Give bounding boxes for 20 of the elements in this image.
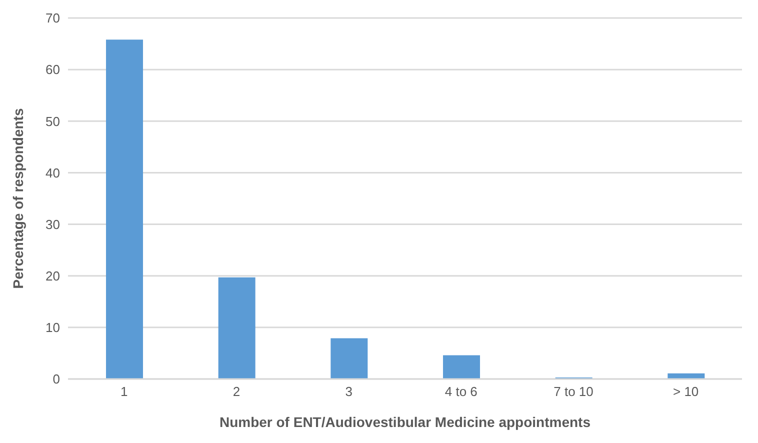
y-tick-label: 60 [46, 62, 60, 78]
x-tick-label: > 10 [672, 384, 699, 400]
bar [443, 355, 480, 379]
y-tick-label: 70 [46, 10, 60, 26]
y-tick-label: 10 [46, 320, 60, 336]
y-tick-label: 30 [46, 216, 60, 232]
x-axis-title: Number of ENT/Audiovestibular Medicine appointments [219, 414, 591, 430]
y-axis-title: Percentage of respondents [10, 108, 26, 289]
x-tick-label: 2 [232, 384, 240, 400]
bar [218, 277, 256, 379]
y-tick-label: 0 [52, 372, 60, 387]
x-tick-label: 4 to 6 [444, 384, 478, 400]
x-tick-label: 3 [345, 384, 352, 400]
y-tick-label: 50 [46, 114, 60, 129]
y-tick-label: 40 [46, 165, 60, 180]
y-tick-label: 20 [46, 268, 60, 284]
x-tick-label: 1 [120, 384, 128, 400]
bar [330, 338, 368, 379]
x-tick-label: 7 to 10 [554, 384, 594, 400]
bar [106, 40, 143, 379]
